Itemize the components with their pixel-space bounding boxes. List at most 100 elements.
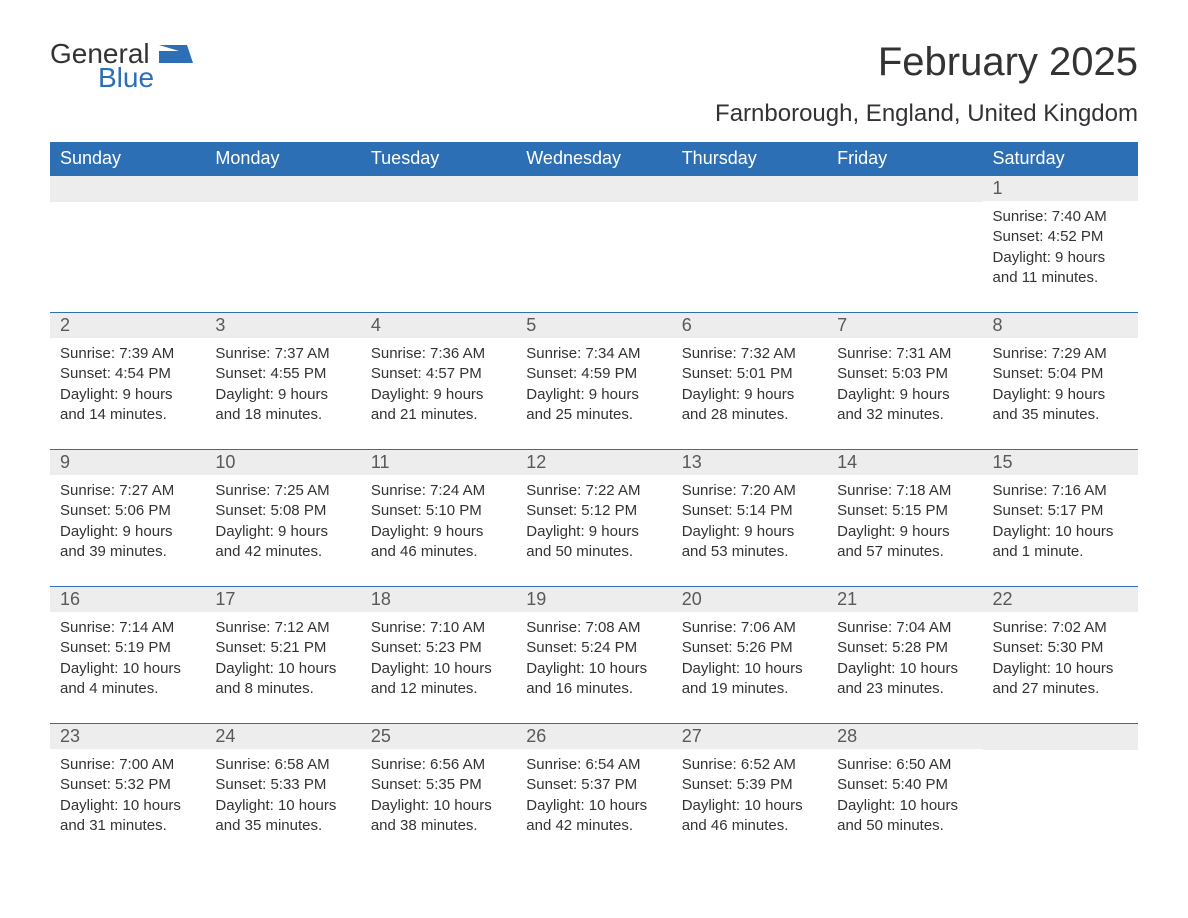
sunrise-text: Sunrise: 7:34 AM	[526, 344, 661, 364]
sunrise-text: Sunrise: 6:58 AM	[215, 755, 350, 775]
sunset-text: Sunset: 5:28 PM	[837, 638, 972, 658]
calendar-day-cell	[827, 176, 982, 313]
calendar-day-cell: 3Sunrise: 7:37 AMSunset: 4:55 PMDaylight…	[205, 313, 360, 450]
daylight-line2: and 19 minutes.	[682, 679, 817, 699]
calendar-week-row: 9Sunrise: 7:27 AMSunset: 5:06 PMDaylight…	[50, 450, 1138, 587]
calendar-day-cell: 21Sunrise: 7:04 AMSunset: 5:28 PMDayligh…	[827, 587, 982, 724]
day-number: 12	[516, 450, 671, 475]
sunrise-text: Sunrise: 7:37 AM	[215, 344, 350, 364]
sunset-text: Sunset: 5:33 PM	[215, 775, 350, 795]
day-details: Sunrise: 6:50 AMSunset: 5:40 PMDaylight:…	[827, 749, 982, 860]
daylight-line1: Daylight: 10 hours	[215, 659, 350, 679]
empty-day-body	[672, 202, 827, 302]
daylight-line1: Daylight: 9 hours	[526, 522, 661, 542]
daylight-line2: and 16 minutes.	[526, 679, 661, 699]
sunset-text: Sunset: 5:19 PM	[60, 638, 195, 658]
sunrise-text: Sunrise: 7:36 AM	[371, 344, 506, 364]
daylight-line2: and 4 minutes.	[60, 679, 195, 699]
sunset-text: Sunset: 5:03 PM	[837, 364, 972, 384]
empty-day-header	[827, 176, 982, 202]
day-details: Sunrise: 7:36 AMSunset: 4:57 PMDaylight:…	[361, 338, 516, 449]
calendar-week-row: 2Sunrise: 7:39 AMSunset: 4:54 PMDaylight…	[50, 313, 1138, 450]
day-details: Sunrise: 7:29 AMSunset: 5:04 PMDaylight:…	[983, 338, 1138, 449]
calendar-day-cell: 1Sunrise: 7:40 AMSunset: 4:52 PMDaylight…	[983, 176, 1138, 313]
daylight-line1: Daylight: 9 hours	[837, 522, 972, 542]
sunrise-text: Sunrise: 7:08 AM	[526, 618, 661, 638]
page-title: February 2025	[878, 40, 1138, 85]
day-number: 24	[205, 724, 360, 749]
daylight-line1: Daylight: 9 hours	[682, 385, 817, 405]
empty-day-header	[50, 176, 205, 202]
daylight-line1: Daylight: 9 hours	[60, 385, 195, 405]
sunrise-text: Sunrise: 6:50 AM	[837, 755, 972, 775]
calendar-day-cell	[516, 176, 671, 313]
sunrise-text: Sunrise: 7:22 AM	[526, 481, 661, 501]
day-number: 2	[50, 313, 205, 338]
sunrise-text: Sunrise: 6:54 AM	[526, 755, 661, 775]
daylight-line1: Daylight: 10 hours	[682, 659, 817, 679]
sunrise-text: Sunrise: 7:10 AM	[371, 618, 506, 638]
sunset-text: Sunset: 4:52 PM	[993, 227, 1128, 247]
sunrise-text: Sunrise: 7:14 AM	[60, 618, 195, 638]
calendar-day-cell: 8Sunrise: 7:29 AMSunset: 5:04 PMDaylight…	[983, 313, 1138, 450]
calendar-day-cell	[672, 176, 827, 313]
sunrise-text: Sunrise: 7:29 AM	[993, 344, 1128, 364]
sunset-text: Sunset: 5:14 PM	[682, 501, 817, 521]
daylight-line1: Daylight: 10 hours	[837, 796, 972, 816]
sunset-text: Sunset: 5:10 PM	[371, 501, 506, 521]
day-number: 15	[983, 450, 1138, 475]
sunset-text: Sunset: 4:59 PM	[526, 364, 661, 384]
sunrise-text: Sunrise: 7:24 AM	[371, 481, 506, 501]
daylight-line1: Daylight: 9 hours	[682, 522, 817, 542]
day-number: 27	[672, 724, 827, 749]
sunset-text: Sunset: 5:01 PM	[682, 364, 817, 384]
day-details: Sunrise: 7:16 AMSunset: 5:17 PMDaylight:…	[983, 475, 1138, 586]
calendar-day-cell: 27Sunrise: 6:52 AMSunset: 5:39 PMDayligh…	[672, 724, 827, 861]
calendar-day-cell: 19Sunrise: 7:08 AMSunset: 5:24 PMDayligh…	[516, 587, 671, 724]
daylight-line1: Daylight: 9 hours	[993, 248, 1128, 268]
empty-day-header	[361, 176, 516, 202]
day-number: 25	[361, 724, 516, 749]
sunset-text: Sunset: 5:26 PM	[682, 638, 817, 658]
sunrise-text: Sunrise: 7:40 AM	[993, 207, 1128, 227]
daylight-line1: Daylight: 10 hours	[526, 659, 661, 679]
day-details: Sunrise: 7:06 AMSunset: 5:26 PMDaylight:…	[672, 612, 827, 723]
calendar-day-cell: 14Sunrise: 7:18 AMSunset: 5:15 PMDayligh…	[827, 450, 982, 587]
calendar-day-cell: 22Sunrise: 7:02 AMSunset: 5:30 PMDayligh…	[983, 587, 1138, 724]
daylight-line2: and 25 minutes.	[526, 405, 661, 425]
daylight-line1: Daylight: 9 hours	[837, 385, 972, 405]
day-details: Sunrise: 6:54 AMSunset: 5:37 PMDaylight:…	[516, 749, 671, 860]
sunrise-text: Sunrise: 7:06 AM	[682, 618, 817, 638]
daylight-line1: Daylight: 10 hours	[371, 659, 506, 679]
weekday-header: Saturday	[983, 142, 1138, 176]
daylight-line1: Daylight: 9 hours	[60, 522, 195, 542]
day-number: 9	[50, 450, 205, 475]
sunrise-text: Sunrise: 7:04 AM	[837, 618, 972, 638]
daylight-line2: and 42 minutes.	[526, 816, 661, 836]
daylight-line1: Daylight: 10 hours	[60, 659, 195, 679]
day-details: Sunrise: 7:18 AMSunset: 5:15 PMDaylight:…	[827, 475, 982, 586]
day-number: 3	[205, 313, 360, 338]
calendar-day-cell: 26Sunrise: 6:54 AMSunset: 5:37 PMDayligh…	[516, 724, 671, 861]
day-number: 11	[361, 450, 516, 475]
sunset-text: Sunset: 4:57 PM	[371, 364, 506, 384]
day-number: 13	[672, 450, 827, 475]
daylight-line1: Daylight: 9 hours	[215, 522, 350, 542]
sunset-text: Sunset: 5:24 PM	[526, 638, 661, 658]
day-details: Sunrise: 7:00 AMSunset: 5:32 PMDaylight:…	[50, 749, 205, 860]
day-number: 5	[516, 313, 671, 338]
calendar-day-cell: 23Sunrise: 7:00 AMSunset: 5:32 PMDayligh…	[50, 724, 205, 861]
daylight-line2: and 32 minutes.	[837, 405, 972, 425]
daylight-line1: Daylight: 10 hours	[60, 796, 195, 816]
calendar-day-cell: 9Sunrise: 7:27 AMSunset: 5:06 PMDaylight…	[50, 450, 205, 587]
daylight-line2: and 57 minutes.	[837, 542, 972, 562]
daylight-line2: and 31 minutes.	[60, 816, 195, 836]
calendar-day-cell	[361, 176, 516, 313]
daylight-line2: and 38 minutes.	[371, 816, 506, 836]
daylight-line1: Daylight: 10 hours	[682, 796, 817, 816]
sunrise-text: Sunrise: 7:02 AM	[993, 618, 1128, 638]
daylight-line2: and 18 minutes.	[215, 405, 350, 425]
day-details: Sunrise: 7:39 AMSunset: 4:54 PMDaylight:…	[50, 338, 205, 449]
daylight-line2: and 35 minutes.	[993, 405, 1128, 425]
calendar-day-cell: 5Sunrise: 7:34 AMSunset: 4:59 PMDaylight…	[516, 313, 671, 450]
